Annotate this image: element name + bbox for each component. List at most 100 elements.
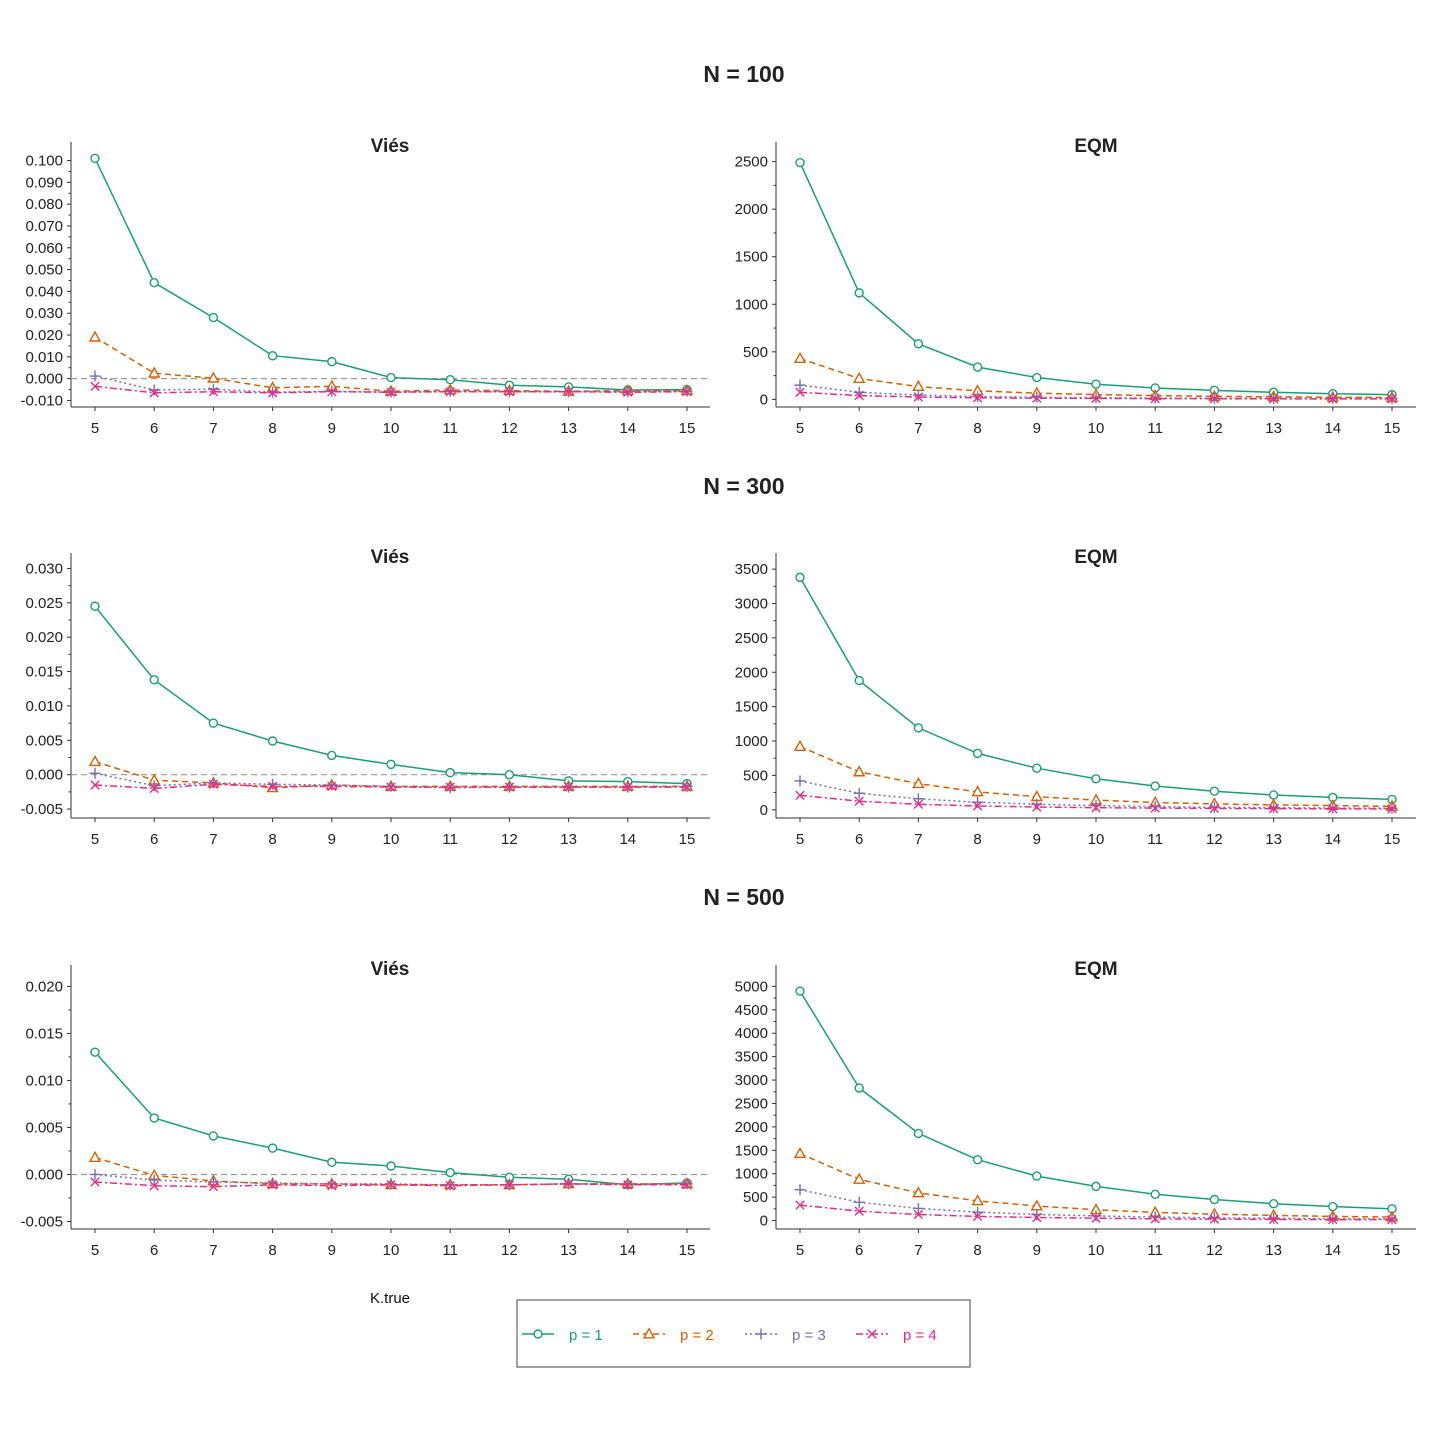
x-tick-label: 5 — [796, 1242, 804, 1259]
x-tick-label: 7 — [209, 420, 217, 437]
data-point — [327, 1157, 337, 1167]
data-point — [1091, 379, 1101, 389]
row-title-n100: N = 100 — [703, 61, 784, 87]
data-point — [386, 1161, 396, 1171]
data-point — [1150, 803, 1160, 813]
data-point — [794, 775, 806, 787]
data-point — [148, 366, 161, 378]
data-point — [386, 372, 396, 383]
x-tick-label: 15 — [679, 1242, 696, 1259]
data-point — [1091, 774, 1101, 784]
series-p1 — [795, 986, 1397, 1214]
x-tick-label: 5 — [91, 420, 99, 437]
data-point — [1091, 802, 1101, 813]
y-tick-label: -0.010 — [20, 392, 63, 409]
legend-item-p4: p = 4 — [856, 1327, 937, 1344]
data-point — [386, 782, 396, 792]
data-point — [267, 1143, 278, 1153]
data-point — [682, 782, 692, 792]
y-tick-label: 2500 — [735, 1095, 768, 1112]
y-tick-label: 0.025 — [25, 595, 63, 612]
data-point — [149, 783, 159, 794]
data-point — [445, 1167, 455, 1178]
data-point — [853, 765, 866, 777]
x-tick-label: 5 — [796, 420, 804, 437]
data-point — [208, 718, 219, 728]
legend-item-p1: p = 1 — [522, 1327, 603, 1344]
series-line — [799, 162, 1393, 396]
data-point — [327, 781, 337, 792]
data-point — [1208, 801, 1220, 813]
data-point — [1209, 803, 1220, 814]
data-point — [445, 767, 455, 778]
data-point — [1091, 393, 1101, 404]
data-point — [623, 782, 633, 792]
x-tick-label: 15 — [679, 420, 696, 437]
y-tick-label: 0.010 — [25, 698, 63, 715]
x-tick-label: 9 — [1033, 831, 1041, 848]
data-point — [563, 1179, 574, 1189]
data-point — [1032, 393, 1042, 403]
data-point — [89, 767, 101, 779]
data-point — [972, 1211, 983, 1222]
y-tick-label: 3500 — [735, 1049, 768, 1066]
data-point — [445, 1181, 455, 1191]
chart-panel-n100-bias: Viés -0.010 0.000 0.010 0.020 0.030 0.040 0.050… — [20, 136, 710, 437]
y-tick-label: 1500 — [735, 699, 768, 716]
data-point — [149, 277, 159, 288]
x-tick-label: 10 — [1088, 831, 1105, 848]
data-point — [854, 1206, 864, 1216]
x-tick-label: 13 — [1265, 831, 1282, 848]
series-p4 — [795, 1200, 1397, 1225]
y-tick-label: 2500 — [735, 630, 768, 647]
data-point — [1150, 393, 1160, 404]
data-point — [972, 362, 983, 372]
data-point — [793, 351, 807, 363]
x-tick-label: 11 — [1147, 831, 1163, 848]
y-tick-label: -0.005 — [20, 1213, 63, 1230]
series-line — [94, 336, 687, 393]
x-tick-label: 9 — [328, 420, 336, 437]
x-tick-label: 12 — [1206, 420, 1223, 437]
x-tick-label: 7 — [914, 420, 922, 437]
x-tick-label: 10 — [383, 1242, 400, 1259]
data-point — [1032, 1171, 1042, 1181]
data-point — [793, 1146, 807, 1159]
y-tick-label: 500 — [743, 1189, 768, 1206]
data-point — [912, 776, 925, 789]
y-tick-label: 0.010 — [25, 1072, 63, 1089]
data-point — [88, 1150, 102, 1163]
data-point — [1209, 394, 1220, 404]
x-tick-label: 11 — [1147, 1242, 1163, 1259]
x-tick-label: 9 — [1033, 420, 1041, 437]
x-tick-label: 13 — [560, 420, 577, 437]
y-tick-label: 0.000 — [25, 371, 63, 388]
y-tick-label: 0.030 — [25, 560, 63, 577]
y-tick-label: 0.000 — [25, 1166, 63, 1183]
x-tick-label: 9 — [328, 831, 336, 848]
data-point — [386, 1180, 396, 1190]
series-line — [94, 158, 688, 391]
data-point — [853, 1172, 866, 1184]
data-point — [149, 1113, 159, 1123]
data-point — [795, 387, 805, 397]
y-tick-label: 4000 — [735, 1025, 768, 1042]
panel-title: Viés — [371, 959, 410, 980]
data-point — [207, 1176, 219, 1188]
x-tick-label: 14 — [619, 420, 636, 437]
data-point — [1032, 1212, 1042, 1223]
y-tick-label: 0 — [760, 391, 768, 408]
y-tick-label: 4500 — [735, 1002, 768, 1019]
data-point — [1091, 1181, 1101, 1192]
data-point — [326, 779, 338, 791]
chart-panel-n500-mse: EQM 0 500 1000 1500 2000 2500 3000 3500 4000 4500 5… — [735, 959, 1416, 1259]
data-point — [853, 1196, 865, 1208]
series-p4 — [795, 790, 1397, 814]
data-point — [854, 675, 864, 686]
x-tick-label: 7 — [914, 831, 922, 848]
x-tick-label: 14 — [619, 831, 636, 848]
data-point — [1209, 1194, 1220, 1205]
panel-title: EQM — [1074, 136, 1117, 157]
y-tick-label: 0.080 — [25, 196, 63, 213]
series-p3 — [89, 1168, 693, 1191]
